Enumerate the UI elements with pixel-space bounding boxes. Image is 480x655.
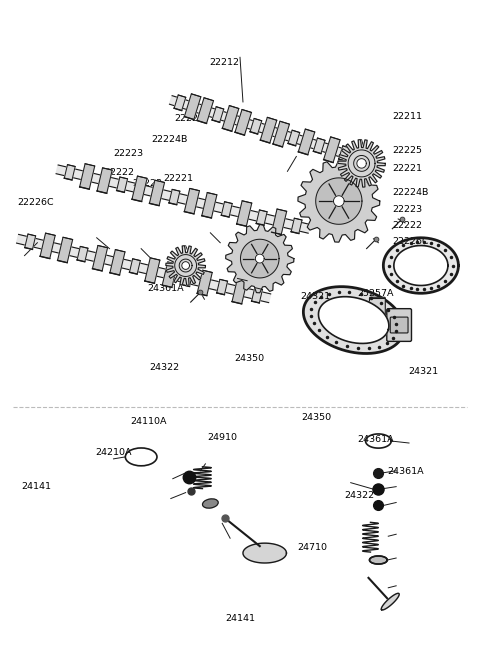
Polygon shape bbox=[381, 593, 399, 610]
Polygon shape bbox=[226, 225, 294, 293]
Polygon shape bbox=[324, 137, 340, 162]
Polygon shape bbox=[40, 233, 55, 259]
Text: 22226C: 22226C bbox=[393, 237, 430, 246]
Text: 22225: 22225 bbox=[175, 114, 204, 123]
Polygon shape bbox=[197, 98, 214, 123]
Polygon shape bbox=[64, 164, 75, 180]
Ellipse shape bbox=[203, 499, 218, 508]
Polygon shape bbox=[149, 180, 165, 206]
Text: 24322: 24322 bbox=[344, 491, 374, 500]
Polygon shape bbox=[25, 234, 36, 250]
Polygon shape bbox=[243, 543, 287, 563]
Text: 24110A: 24110A bbox=[130, 417, 167, 426]
Polygon shape bbox=[212, 107, 224, 122]
Text: 24141: 24141 bbox=[225, 614, 255, 623]
Polygon shape bbox=[273, 121, 289, 147]
Polygon shape bbox=[197, 271, 212, 295]
Text: 25257A: 25257A bbox=[358, 290, 394, 298]
Polygon shape bbox=[132, 176, 147, 202]
Text: 22222: 22222 bbox=[105, 168, 135, 178]
Polygon shape bbox=[252, 288, 263, 303]
Polygon shape bbox=[110, 250, 125, 275]
Polygon shape bbox=[339, 146, 350, 161]
Polygon shape bbox=[77, 246, 88, 262]
Text: 22221: 22221 bbox=[163, 174, 193, 183]
Polygon shape bbox=[288, 130, 300, 146]
Polygon shape bbox=[130, 259, 140, 274]
Polygon shape bbox=[260, 117, 277, 143]
Text: 22224B: 22224B bbox=[151, 135, 187, 143]
Polygon shape bbox=[17, 234, 271, 303]
Polygon shape bbox=[232, 278, 247, 304]
Polygon shape bbox=[93, 246, 108, 271]
Text: 24350: 24350 bbox=[301, 413, 332, 422]
Polygon shape bbox=[184, 94, 201, 119]
Polygon shape bbox=[298, 160, 380, 242]
Text: 22222: 22222 bbox=[393, 221, 423, 230]
Polygon shape bbox=[338, 140, 385, 187]
FancyBboxPatch shape bbox=[390, 317, 408, 333]
Polygon shape bbox=[169, 96, 355, 160]
Text: 24000: 24000 bbox=[364, 324, 394, 333]
Polygon shape bbox=[384, 238, 458, 293]
Polygon shape bbox=[256, 210, 267, 225]
Polygon shape bbox=[255, 254, 264, 263]
Text: 24210A: 24210A bbox=[96, 448, 132, 457]
Text: 24141: 24141 bbox=[21, 482, 51, 491]
Polygon shape bbox=[299, 129, 315, 155]
Polygon shape bbox=[237, 201, 252, 226]
Text: 22221: 22221 bbox=[393, 164, 423, 173]
Text: 24361A: 24361A bbox=[147, 284, 184, 293]
Polygon shape bbox=[162, 262, 177, 288]
Polygon shape bbox=[334, 196, 344, 206]
Polygon shape bbox=[58, 237, 72, 263]
Polygon shape bbox=[182, 271, 192, 286]
Text: 22223: 22223 bbox=[113, 149, 143, 158]
FancyBboxPatch shape bbox=[387, 309, 411, 341]
Text: 24910: 24910 bbox=[208, 434, 238, 442]
Text: 24322: 24322 bbox=[149, 364, 179, 372]
Polygon shape bbox=[272, 209, 287, 234]
Polygon shape bbox=[80, 164, 95, 189]
Text: 22223: 22223 bbox=[393, 205, 423, 214]
Polygon shape bbox=[169, 189, 180, 205]
Text: 24350: 24350 bbox=[234, 354, 264, 363]
Polygon shape bbox=[394, 246, 448, 286]
Polygon shape bbox=[357, 159, 366, 168]
Polygon shape bbox=[316, 178, 362, 224]
Text: 22225: 22225 bbox=[393, 146, 423, 155]
Polygon shape bbox=[221, 202, 232, 217]
Polygon shape bbox=[145, 258, 160, 283]
Text: 24321: 24321 bbox=[301, 292, 331, 301]
Polygon shape bbox=[182, 261, 190, 269]
Text: 22226C: 22226C bbox=[17, 198, 54, 207]
Polygon shape bbox=[313, 138, 325, 154]
Polygon shape bbox=[318, 297, 389, 343]
Polygon shape bbox=[303, 287, 404, 354]
Polygon shape bbox=[250, 119, 262, 134]
Text: 24361A: 24361A bbox=[387, 467, 424, 476]
Text: 22224B: 22224B bbox=[393, 188, 429, 197]
Polygon shape bbox=[202, 193, 217, 218]
Polygon shape bbox=[117, 177, 128, 193]
Polygon shape bbox=[222, 105, 239, 131]
Polygon shape bbox=[216, 280, 228, 295]
Polygon shape bbox=[166, 246, 205, 286]
Polygon shape bbox=[184, 189, 199, 214]
Text: 22223: 22223 bbox=[132, 179, 162, 188]
Polygon shape bbox=[56, 165, 310, 233]
Text: 22212: 22212 bbox=[209, 58, 239, 67]
Polygon shape bbox=[235, 109, 252, 135]
FancyBboxPatch shape bbox=[370, 297, 385, 321]
Polygon shape bbox=[240, 239, 279, 278]
Polygon shape bbox=[291, 218, 302, 234]
Text: 24321: 24321 bbox=[408, 367, 439, 376]
Text: 22211: 22211 bbox=[393, 112, 423, 121]
Polygon shape bbox=[97, 168, 112, 193]
Text: 24710: 24710 bbox=[297, 542, 327, 552]
Polygon shape bbox=[370, 556, 387, 564]
Polygon shape bbox=[174, 95, 186, 111]
Text: 24361A: 24361A bbox=[358, 435, 394, 443]
